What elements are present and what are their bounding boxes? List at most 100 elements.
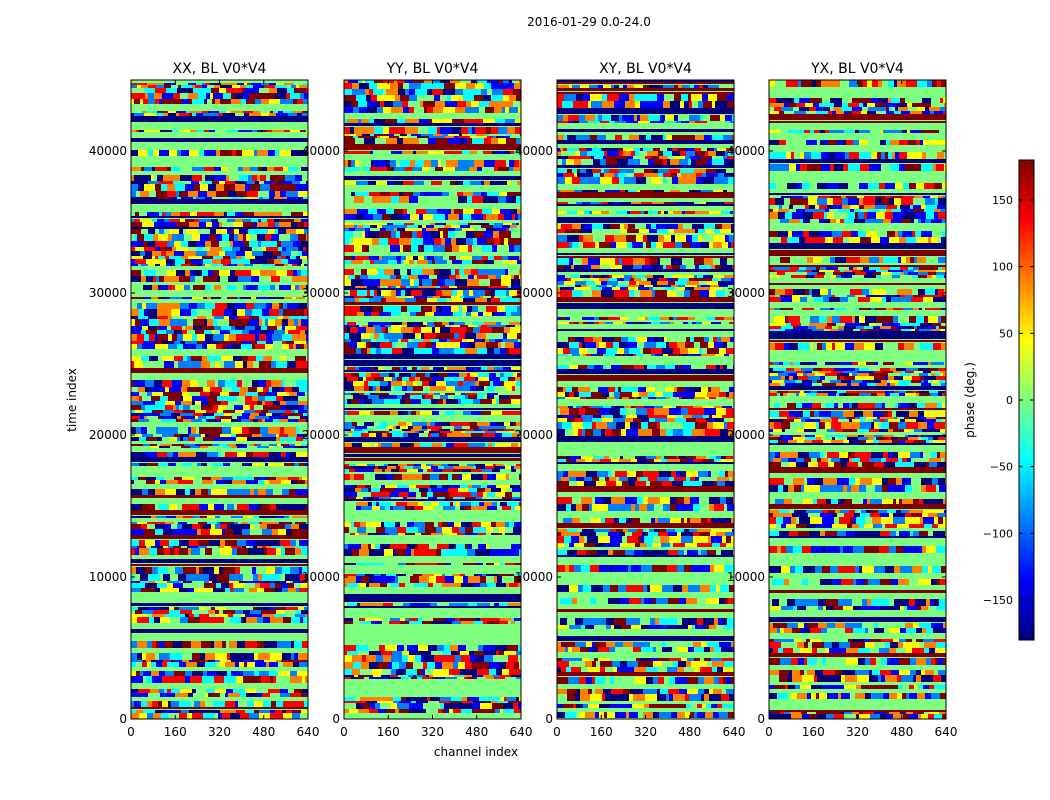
heatmap-cell	[300, 93, 304, 99]
heatmap-cell	[150, 504, 155, 510]
heatmap-cell	[147, 212, 159, 216]
heatmap-cell	[451, 209, 454, 214]
heatmap-cell	[412, 422, 421, 426]
heatmap-cell	[451, 95, 463, 101]
heatmap-cell	[713, 202, 724, 204]
heatmap-cell	[356, 576, 361, 583]
heatmap-band	[557, 133, 734, 135]
heatmap-cell	[242, 356, 248, 361]
heatmap-cell	[454, 395, 461, 399]
heatmap-cell	[212, 548, 215, 555]
heatmap-cell	[593, 173, 600, 177]
heatmap-cell	[370, 290, 374, 296]
heatmap-cell	[275, 710, 282, 713]
heatmap-cell	[451, 269, 455, 275]
heatmap-cell	[399, 238, 411, 245]
heatmap-cell	[380, 386, 391, 391]
heatmap-cell	[451, 651, 457, 655]
heatmap-cell	[516, 422, 521, 426]
heatmap-cell	[210, 392, 220, 396]
heatmap-cell	[282, 413, 294, 416]
heatmap-cell	[462, 306, 467, 312]
heatmap-cell	[486, 563, 494, 565]
heatmap-cell	[223, 610, 235, 614]
heatmap-cell	[238, 167, 243, 171]
heatmap-cell	[581, 173, 593, 177]
heatmap-cell	[236, 334, 243, 341]
heatmap-cell	[208, 270, 213, 276]
heatmap-cell	[391, 290, 396, 296]
heatmap-cell	[215, 689, 226, 693]
heatmap-cell	[243, 676, 252, 683]
heatmap-cell	[156, 427, 168, 434]
heatmap-cell	[199, 607, 206, 610]
heatmap-cell	[362, 231, 365, 238]
heatmap-cell	[166, 516, 176, 518]
heatmap-cell	[280, 540, 290, 546]
heatmap-cell	[371, 492, 382, 497]
heatmap-cell	[250, 167, 258, 171]
heatmap-cell	[443, 675, 454, 677]
heatmap-cell	[437, 426, 442, 429]
heatmap-cell	[474, 228, 486, 231]
heatmap-cell	[505, 527, 513, 533]
heatmap-cell	[131, 504, 142, 510]
heatmap-cell	[392, 662, 399, 669]
heatmap-cell	[164, 477, 174, 480]
heatmap-cell	[391, 325, 402, 327]
heatmap-cell	[177, 197, 181, 199]
heatmap-cell	[288, 259, 297, 264]
heatmap-cell	[617, 159, 628, 165]
heatmap-cell	[461, 138, 464, 144]
heatmap-cell	[361, 506, 372, 510]
heatmap-cell	[361, 576, 369, 583]
heatmap-cell	[158, 463, 168, 466]
heatmap-cell	[477, 275, 488, 279]
heatmap-cell	[269, 83, 276, 85]
heatmap-cell	[441, 238, 445, 245]
heatmap-cell	[144, 309, 147, 316]
heatmap-cell	[210, 93, 213, 99]
heatmap-cell	[582, 190, 589, 192]
heatmap-cell	[576, 202, 582, 204]
heatmap-band	[344, 517, 521, 522]
heatmap-cell	[421, 327, 432, 333]
heatmap-cell	[428, 488, 431, 492]
heatmap-cell	[560, 229, 565, 233]
heatmap-cell	[422, 269, 434, 275]
heatmap-cell	[598, 190, 605, 192]
heatmap-cell	[427, 107, 433, 113]
heatmap-cell	[187, 330, 192, 334]
heatmap-cell	[210, 387, 222, 392]
heatmap-cell	[296, 229, 304, 234]
heatmap-cell	[226, 522, 234, 524]
heatmap-cell	[245, 583, 255, 588]
heatmap-cell	[177, 150, 181, 156]
heatmap-cell	[250, 489, 254, 495]
heatmap-cell	[482, 469, 492, 472]
heatmap-cell	[196, 344, 202, 349]
heatmap-cell	[680, 190, 689, 192]
heatmap-cell	[301, 583, 308, 588]
heatmap-cell	[518, 107, 521, 113]
heatmap-band	[344, 609, 521, 615]
heatmap-cell	[520, 322, 521, 325]
heatmap-cell	[517, 333, 521, 339]
heatmap-cell	[494, 296, 506, 298]
heatmap-cell	[344, 312, 347, 316]
heatmap-cell	[370, 225, 377, 228]
heatmap-cell	[462, 701, 473, 703]
heatmap-cell	[344, 279, 351, 286]
heatmap-cell	[366, 136, 377, 138]
heatmap-cell	[366, 583, 369, 587]
heatmap-cell	[465, 333, 476, 339]
heatmap-cell	[274, 184, 284, 191]
heatmap-cell	[387, 223, 393, 225]
heatmap-cell	[266, 241, 277, 247]
heatmap-cell	[280, 401, 286, 405]
heatmap-cell	[131, 437, 139, 441]
heatmap-cell	[196, 256, 202, 259]
heatmap-cell	[430, 386, 434, 391]
heatmap-cell	[380, 381, 388, 386]
heatmap-cell	[175, 184, 185, 191]
